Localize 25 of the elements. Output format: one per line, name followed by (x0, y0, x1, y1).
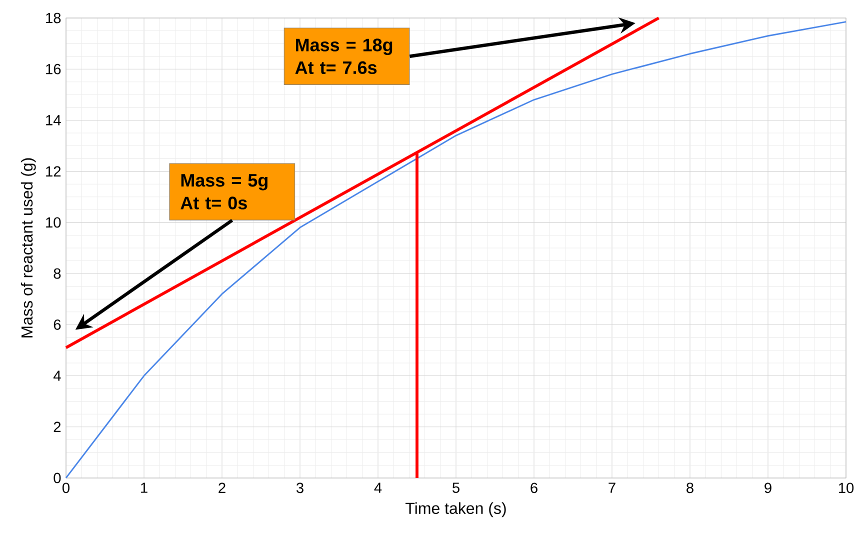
x-axis-title: Time taken (s) (406, 502, 506, 518)
annotation: Mass = 5g At t= 0s (180, 174, 268, 210)
y-tick-label: 14 (46, 115, 61, 126)
y-tick-label: 16 (46, 64, 61, 74)
y-tick-label: 2 (54, 422, 61, 432)
y-tick-label: 6 (54, 319, 61, 330)
x-tick-label: 5 (452, 482, 460, 493)
x-tick-label: 0 (62, 482, 70, 494)
y-tick-label: 12 (46, 166, 61, 176)
y-axis-title: Mass of reactant used (g) (20, 158, 36, 338)
y-tick-label: 10 (46, 217, 61, 228)
x-tick-label: 7 (608, 482, 616, 493)
y-tick-label: 4 (53, 370, 61, 381)
annotation: Mass = 18g At t= 7.6s (295, 38, 392, 74)
y-tick-label: 8 (54, 268, 61, 279)
x-tick-label: 1 (141, 482, 148, 493)
x-tick-label: 6 (530, 482, 538, 494)
y-tick-label: 18 (46, 12, 61, 24)
x-tick-label: 3 (296, 482, 304, 494)
x-tick-label: 9 (764, 482, 772, 494)
x-tick-label: 4 (374, 482, 382, 493)
x-tick-label: 8 (686, 482, 694, 494)
x-tick-label: 2 (218, 482, 226, 493)
y-tick-label: 0 (54, 472, 61, 484)
x-tick-label: 10 (838, 482, 854, 494)
